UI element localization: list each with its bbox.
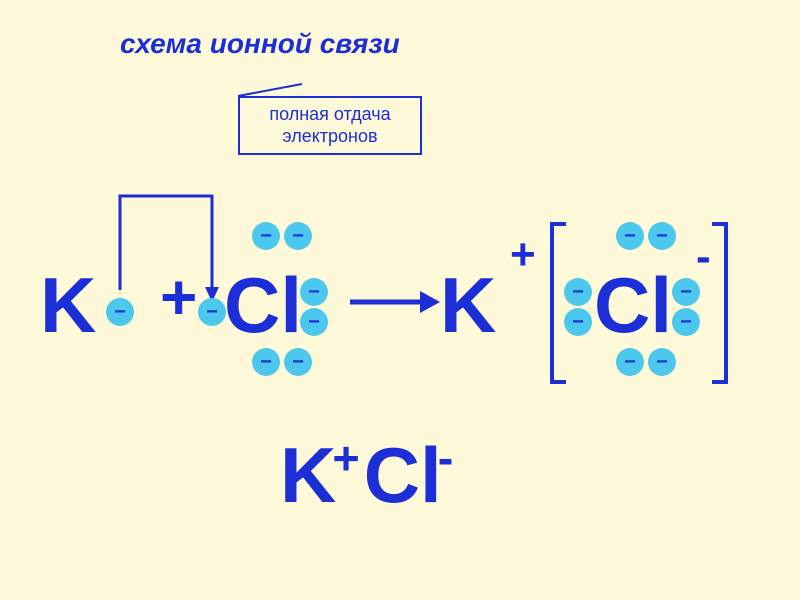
electron-cl-left-6 <box>284 348 312 376</box>
bracket-right <box>710 222 730 386</box>
caption-box: полная отдача электронов <box>238 96 422 155</box>
electron-cl-left-5 <box>252 348 280 376</box>
result-k: K+ <box>280 430 364 521</box>
electron-cl-right-2 <box>564 278 592 306</box>
result-k-charge: + <box>332 432 359 484</box>
result-cl-symbol: Cl <box>364 431 442 519</box>
atom-cl-left: Cl <box>224 260 302 351</box>
electron-k-0 <box>106 298 134 326</box>
electron-cl-left-3 <box>300 278 328 306</box>
electron-cl-right-0 <box>616 222 644 250</box>
electron-cl-right-4 <box>672 278 700 306</box>
plus-sign: + <box>160 260 197 334</box>
caption-line-1: полная отдача <box>258 104 402 126</box>
result-k-symbol: K <box>280 431 336 519</box>
result-cl: Cl- <box>364 430 458 521</box>
atom-cl-right: Cl <box>594 260 672 351</box>
diagram-canvas: схема ионной связи полная отдача электро… <box>0 0 800 600</box>
electron-cl-right-6 <box>616 348 644 376</box>
result-formula: K+ Cl- <box>280 430 457 521</box>
bracket-left <box>550 222 570 386</box>
electron-cl-right-5 <box>672 308 700 336</box>
result-cl-charge: - <box>438 432 454 484</box>
caption-line-2: электронов <box>258 126 402 148</box>
electron-cl-right-1 <box>648 222 676 250</box>
electron-cl-right-7 <box>648 348 676 376</box>
electron-cl-left-0 <box>252 222 280 250</box>
electron-cl-left-4 <box>300 308 328 336</box>
electron-cl-left-1 <box>284 222 312 250</box>
electron-cl-right-3 <box>564 308 592 336</box>
atom-k-right: K <box>440 260 496 351</box>
diagram-title: схема ионной связи <box>120 28 400 60</box>
cl-minus-charge: - <box>696 232 711 282</box>
atom-k-left: K <box>40 260 96 351</box>
electron-cl-left-2 <box>198 298 226 326</box>
k-plus-charge: + <box>510 230 536 280</box>
